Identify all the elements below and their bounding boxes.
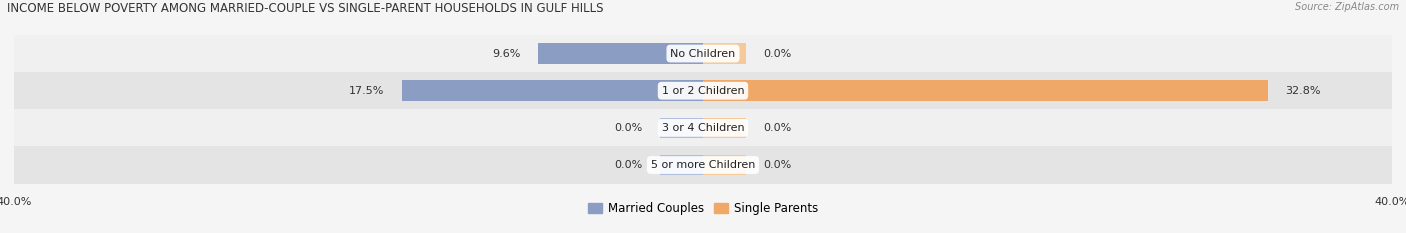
Bar (537, 43, 703, 64)
Bar (14, 35, 1392, 72)
Legend: Married Couples, Single Parents: Married Couples, Single Parents (583, 197, 823, 219)
Bar (402, 80, 703, 101)
Bar (659, 155, 703, 175)
Text: 0.0%: 0.0% (763, 48, 792, 58)
Text: 17.5%: 17.5% (349, 86, 384, 96)
Bar (14, 147, 1392, 184)
Text: 0.0%: 0.0% (763, 123, 792, 133)
Text: 1 or 2 Children: 1 or 2 Children (662, 86, 744, 96)
Text: Source: ZipAtlas.com: Source: ZipAtlas.com (1295, 2, 1399, 12)
Bar (703, 118, 747, 138)
Text: 3 or 4 Children: 3 or 4 Children (662, 123, 744, 133)
Bar (703, 80, 1268, 101)
Text: 0.0%: 0.0% (614, 123, 643, 133)
Text: 32.8%: 32.8% (1285, 86, 1320, 96)
Bar (659, 118, 703, 138)
Text: 9.6%: 9.6% (492, 48, 520, 58)
Bar (703, 43, 747, 64)
Text: No Children: No Children (671, 48, 735, 58)
Bar (14, 72, 1392, 109)
Text: INCOME BELOW POVERTY AMONG MARRIED-COUPLE VS SINGLE-PARENT HOUSEHOLDS IN GULF HI: INCOME BELOW POVERTY AMONG MARRIED-COUPL… (7, 2, 603, 15)
Text: 0.0%: 0.0% (614, 160, 643, 170)
Bar (14, 109, 1392, 147)
Text: 0.0%: 0.0% (763, 160, 792, 170)
Text: 5 or more Children: 5 or more Children (651, 160, 755, 170)
Bar (703, 155, 747, 175)
